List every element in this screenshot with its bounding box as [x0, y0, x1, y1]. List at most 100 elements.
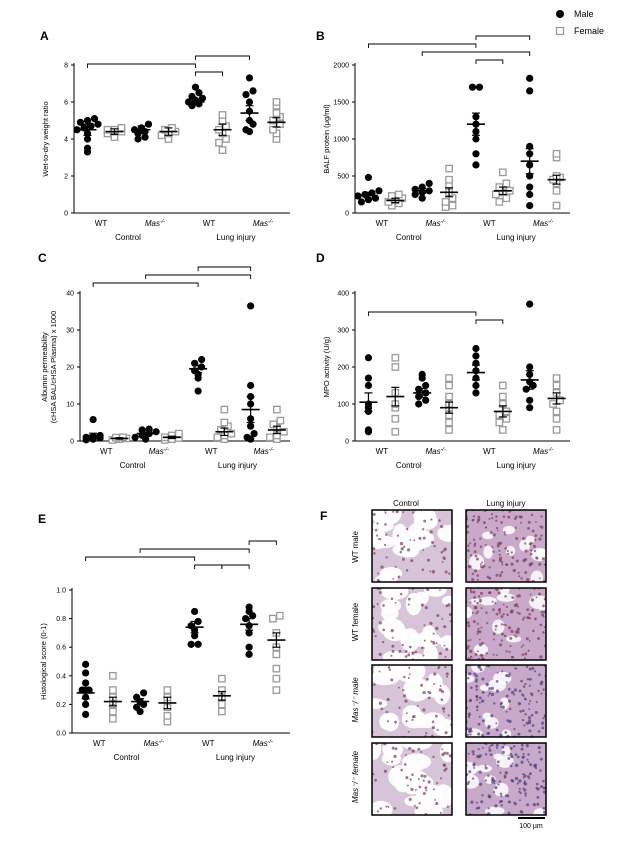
nucleus [498, 612, 501, 615]
nucleus [430, 640, 433, 643]
nucleus [524, 682, 527, 686]
nucleus [403, 763, 407, 766]
nucleus [442, 549, 445, 552]
nucleus [385, 710, 389, 714]
data-point-female [269, 614, 277, 623]
nucleus [444, 655, 447, 658]
nucleus [494, 601, 497, 605]
nucleus [481, 699, 485, 703]
nucleus [525, 665, 529, 669]
nucleus [499, 575, 502, 578]
nucleus [503, 776, 507, 779]
nucleus [484, 543, 487, 546]
y-tick-label: 0 [70, 439, 74, 446]
nucleus [466, 530, 469, 534]
data-point-male [526, 74, 534, 82]
nucleus [473, 600, 476, 603]
nucleus [500, 521, 503, 524]
data-point-female [495, 198, 504, 206]
nucleus [467, 752, 470, 755]
nucleus [481, 690, 485, 694]
nucleus [469, 655, 473, 659]
nucleus [524, 698, 527, 701]
data-point-female [391, 414, 400, 423]
nucleus [395, 510, 399, 514]
nucleus [539, 623, 543, 627]
nucleus [528, 542, 532, 546]
nucleus [492, 632, 496, 636]
nucleus [532, 629, 535, 633]
nucleus [526, 775, 530, 778]
nucleus [384, 511, 387, 514]
micrograph-border [465, 664, 547, 738]
nucleus [518, 779, 522, 783]
nucleus [492, 533, 496, 537]
nucleus [509, 645, 512, 648]
nucleus [500, 804, 503, 807]
nucleus [501, 705, 505, 709]
nucleus [534, 534, 538, 537]
nucleus [498, 608, 501, 612]
nucleus [413, 804, 416, 807]
nucleus [441, 561, 444, 563]
nucleus [522, 787, 525, 790]
data-point-female [272, 98, 281, 106]
nucleus [486, 575, 490, 579]
data-point-male [247, 302, 255, 310]
data-point-female [445, 418, 453, 427]
y-tick-label: 0.6 [56, 645, 66, 652]
data-point-male [83, 135, 92, 143]
data-point-male [526, 404, 534, 412]
nucleus [535, 782, 539, 786]
nucleus [420, 646, 424, 650]
nucleus [445, 604, 449, 608]
nucleus [477, 595, 481, 598]
nucleus [526, 678, 530, 681]
nucleus [408, 673, 411, 676]
data-point-male [247, 381, 255, 390]
nucleus [466, 621, 470, 625]
group-label: WT [203, 219, 216, 228]
nucleus [478, 598, 483, 602]
nucleus [478, 756, 481, 759]
nucleus [476, 650, 479, 653]
nucleus [522, 685, 526, 688]
data-point-male [526, 190, 534, 199]
nucleus [525, 637, 529, 641]
nucleus [535, 700, 538, 704]
nucleus [434, 798, 437, 801]
nucleus [378, 621, 383, 625]
nucleus [501, 563, 504, 566]
data-point-female [552, 414, 561, 423]
alveolus [466, 674, 475, 683]
nucleus [508, 672, 511, 675]
nucleus [466, 524, 470, 528]
nucleus [531, 694, 534, 697]
data-point-male [245, 98, 254, 106]
nucleus [528, 612, 531, 616]
data-point-male [472, 352, 480, 360]
micrograph-border [465, 587, 547, 661]
panel-F-column-lung-injury: Lung injury [486, 499, 525, 508]
nucleus [427, 780, 431, 784]
nucleus [522, 694, 525, 697]
micrograph-tissue [466, 510, 546, 582]
nucleus [514, 526, 517, 529]
nucleus [429, 530, 433, 534]
alveolus [493, 753, 504, 760]
nucleus [493, 791, 496, 794]
alveolus [411, 632, 442, 648]
nucleus [429, 570, 432, 573]
significance-bracket [139, 548, 250, 553]
nucleus [513, 745, 516, 748]
nucleus [386, 761, 389, 764]
y-tick-label: 0.8 [56, 616, 66, 623]
nucleus [433, 544, 436, 548]
data-point-male [134, 135, 142, 143]
nucleus [432, 640, 436, 644]
nucleus [470, 590, 473, 594]
nucleus [423, 639, 426, 642]
nucleus [523, 782, 528, 786]
nucleus [521, 709, 525, 713]
micrograph-tissue [372, 588, 452, 660]
